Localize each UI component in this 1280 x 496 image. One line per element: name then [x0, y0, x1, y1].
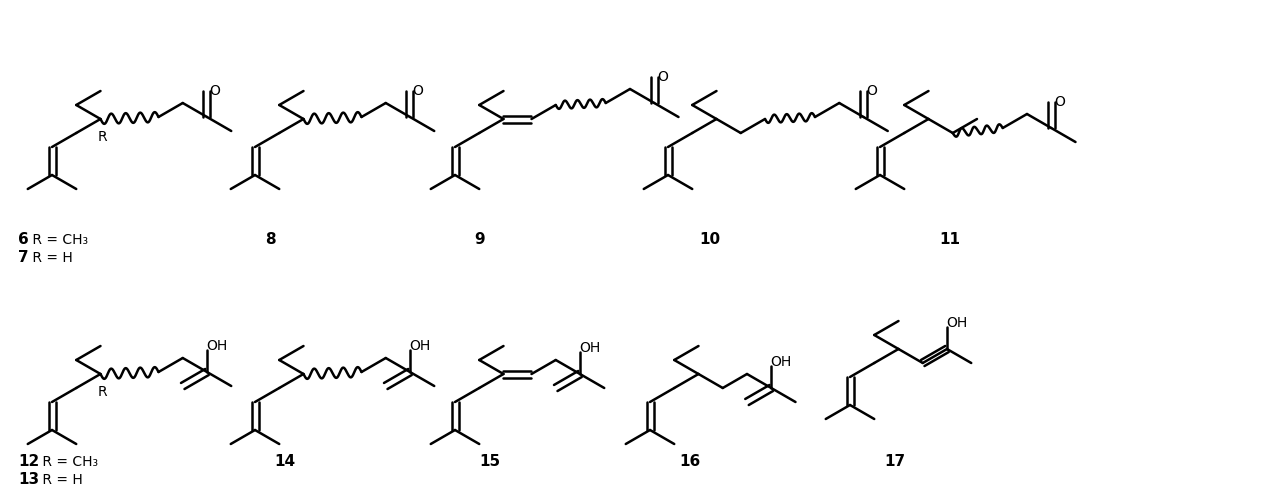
Text: OH: OH — [771, 355, 792, 369]
Text: O: O — [1053, 95, 1065, 109]
Text: 16: 16 — [680, 454, 700, 470]
Text: 12: 12 — [18, 454, 40, 470]
Text: O: O — [210, 84, 220, 98]
Text: 9: 9 — [475, 233, 485, 248]
Text: OH: OH — [206, 339, 228, 353]
Text: 8: 8 — [265, 233, 275, 248]
Text: O: O — [867, 84, 877, 98]
Text: 7: 7 — [18, 250, 28, 265]
Text: 6: 6 — [18, 233, 28, 248]
Text: R = H: R = H — [38, 473, 83, 487]
Text: R: R — [97, 385, 108, 399]
Text: 11: 11 — [940, 233, 960, 248]
Text: 15: 15 — [480, 454, 500, 470]
Text: O: O — [412, 84, 424, 98]
Text: R = CH₃: R = CH₃ — [38, 455, 99, 469]
Text: R = CH₃: R = CH₃ — [28, 233, 88, 247]
Text: O: O — [657, 70, 668, 84]
Text: 13: 13 — [18, 473, 40, 488]
Text: R: R — [97, 130, 108, 144]
Text: 10: 10 — [699, 233, 721, 248]
Text: 17: 17 — [884, 454, 905, 470]
Text: 14: 14 — [274, 454, 296, 470]
Text: R = H: R = H — [28, 251, 73, 265]
Text: OH: OH — [410, 339, 430, 353]
Text: OH: OH — [580, 341, 600, 355]
Text: OH: OH — [946, 316, 968, 330]
